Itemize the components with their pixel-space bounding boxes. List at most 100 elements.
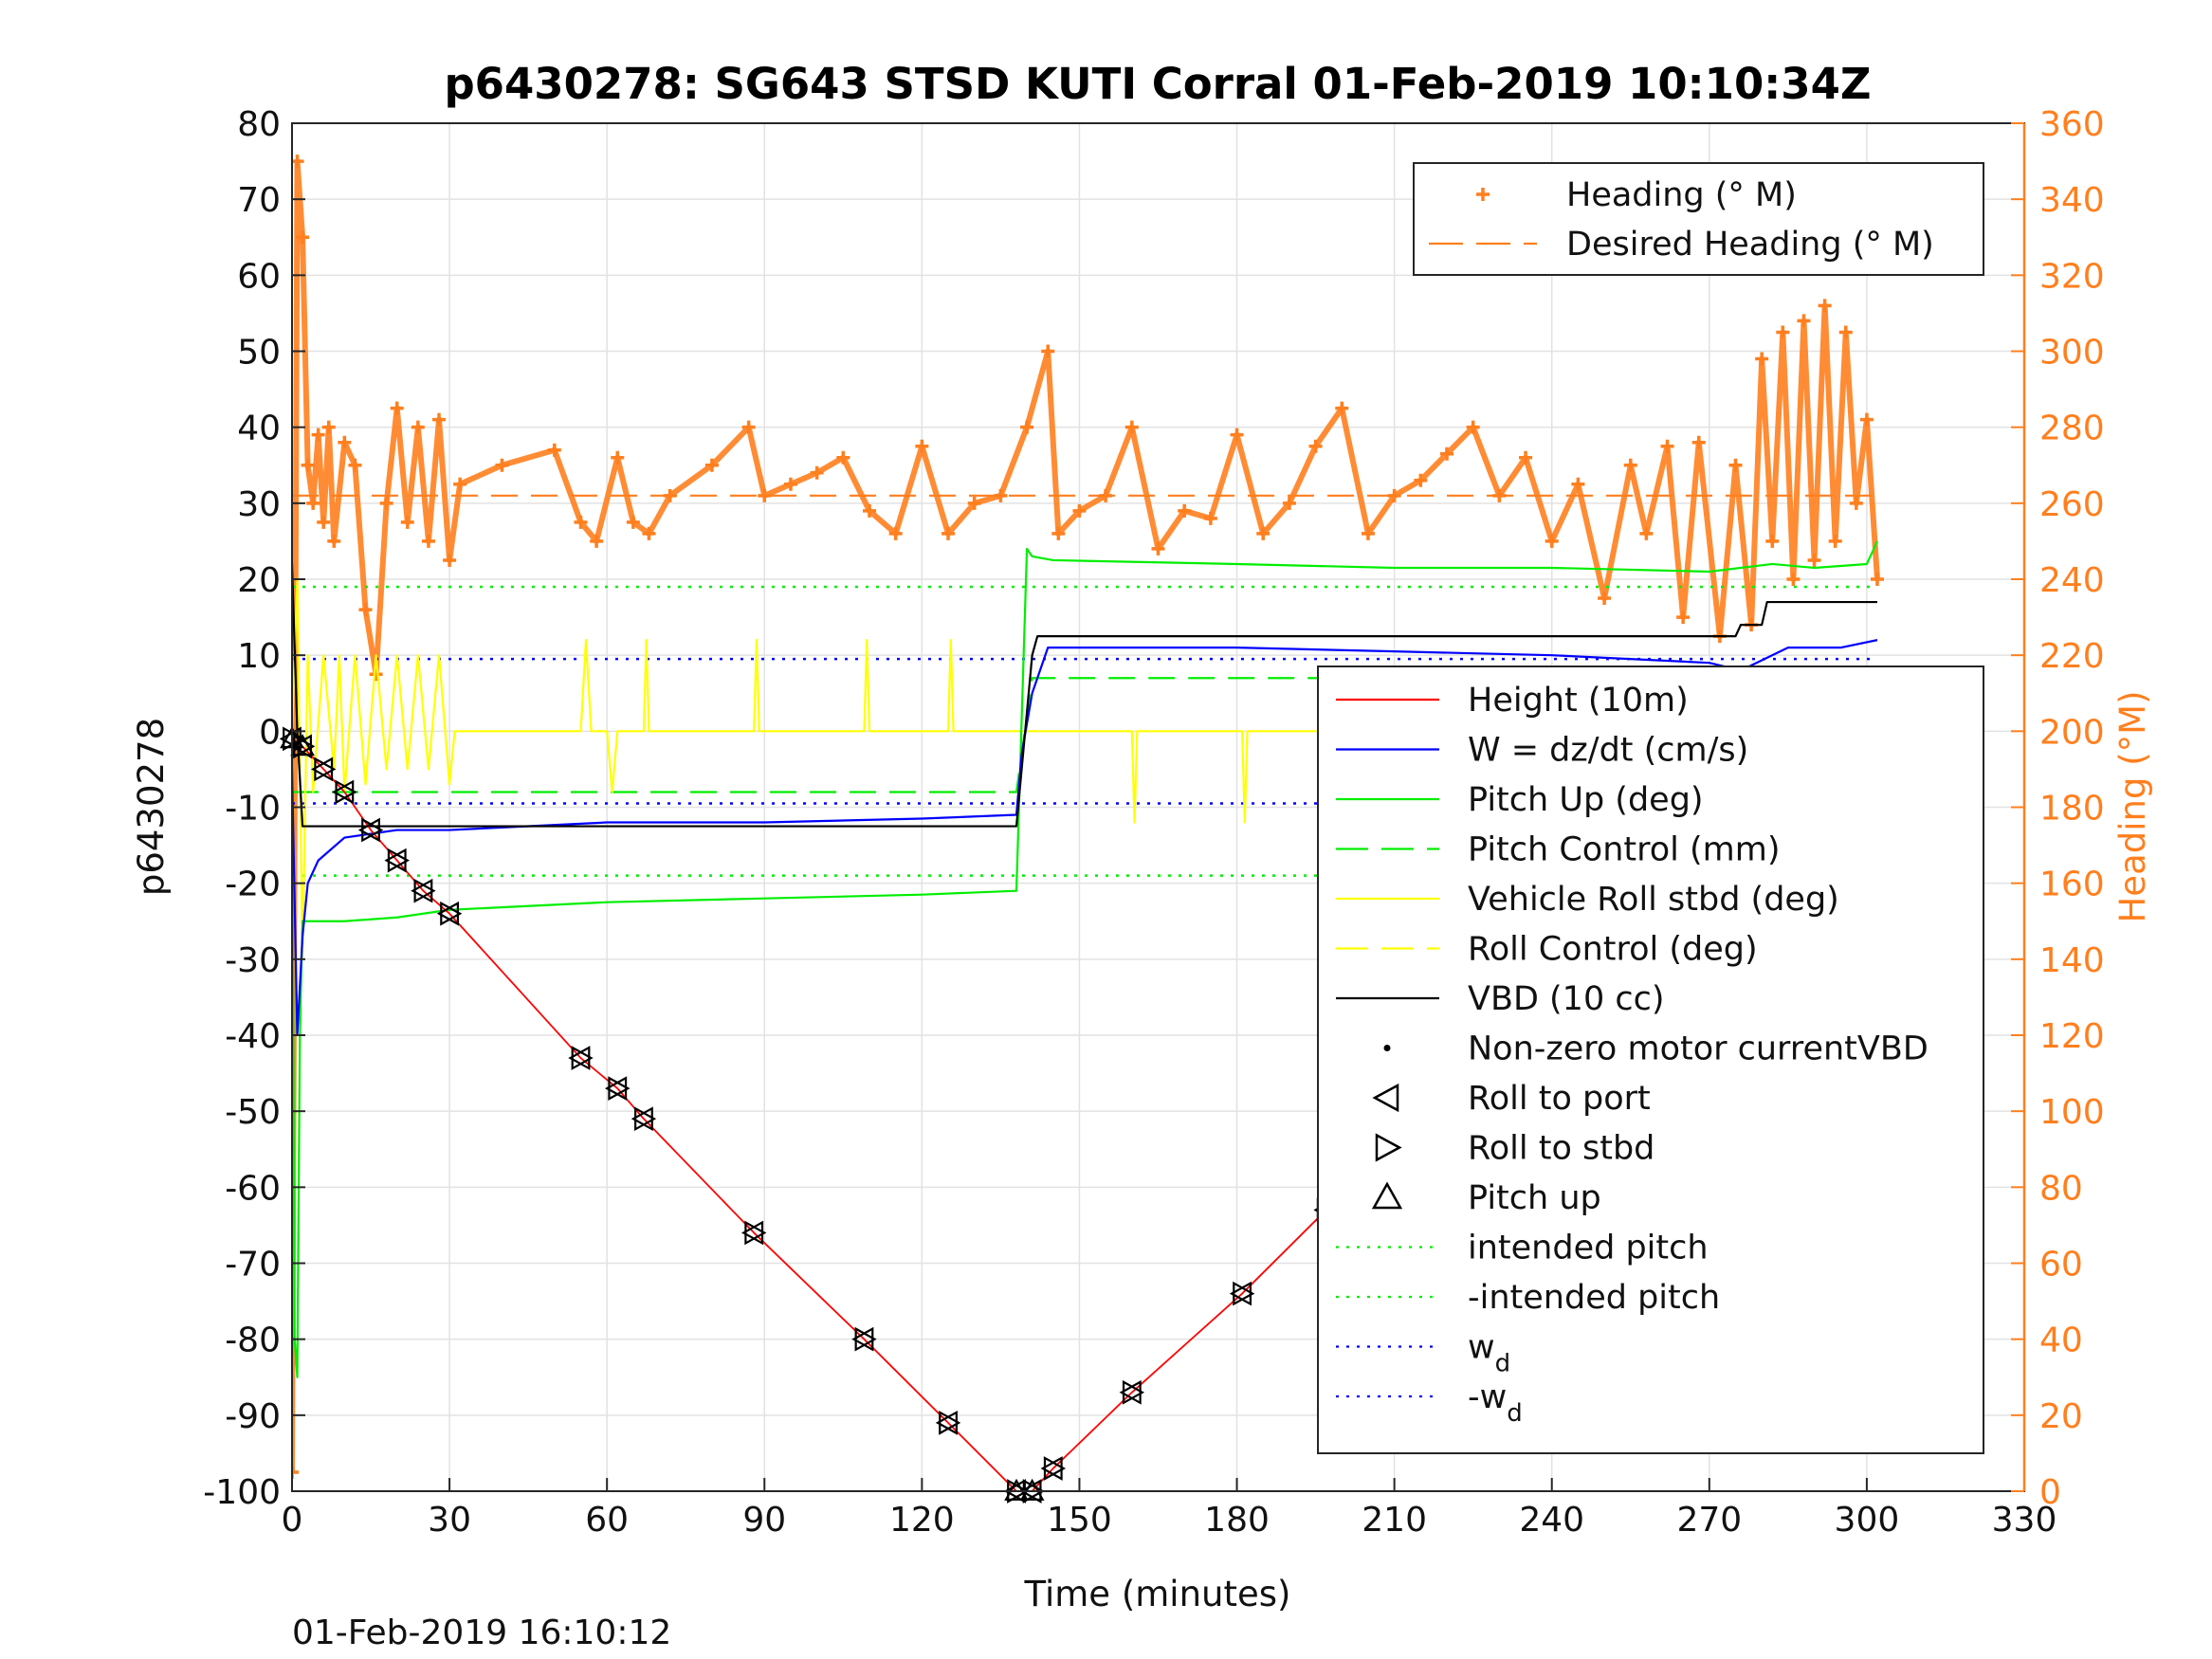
- heading-point: [321, 420, 336, 434]
- footer-timestamp: 01-Feb-2019 16:10:12: [292, 1613, 671, 1652]
- y-tick-label: 0: [259, 713, 281, 752]
- legend-label-text: Roll Control (deg): [1468, 931, 1758, 969]
- heading-point: [626, 515, 640, 529]
- legend-label: Vehicle Roll stbd (deg): [1468, 881, 1839, 919]
- roll-to-stbd-marker: [440, 901, 463, 926]
- y-tick-label: 50: [237, 334, 281, 373]
- heading-point: [642, 526, 656, 540]
- legend-label: VBD (10 cc): [1468, 980, 1665, 1018]
- x-tick-label: 210: [1362, 1501, 1427, 1540]
- y-tick-label: -100: [203, 1473, 281, 1512]
- legend-label: Pitch Control (mm): [1468, 831, 1780, 869]
- y-right-tick-label: 280: [2039, 410, 2105, 448]
- roll-to-stbd-marker: [1233, 1281, 1255, 1306]
- heading-point: [453, 477, 467, 491]
- heading-point: [1099, 488, 1113, 502]
- y-right-tick-label: 140: [2039, 941, 2105, 980]
- legend-label-subscript: d: [1495, 1350, 1511, 1378]
- y-right-tick-label: 340: [2039, 181, 2105, 220]
- y-right-tick-label: 0: [2039, 1473, 2061, 1512]
- heading-point: [327, 534, 341, 548]
- heading-point: [663, 488, 677, 502]
- legend-heading-label: Heading (° M): [1566, 176, 1797, 214]
- heading-point: [1020, 420, 1034, 434]
- heading-point: [888, 526, 903, 540]
- heading-point: [863, 503, 876, 518]
- heading-point: [915, 439, 929, 453]
- legend-label: Roll to port: [1468, 1080, 1651, 1118]
- legend-label: Pitch Up (deg): [1468, 781, 1704, 819]
- heading-point: [1676, 611, 1691, 625]
- legend-main: Height (10m) W = dz/dt (cm/s) Pitch Up (de…: [1317, 665, 1984, 1454]
- heading-point: [1786, 573, 1801, 586]
- x-tick-label: 300: [1835, 1501, 1900, 1540]
- heading-point: [1765, 534, 1780, 548]
- x-tick-label: 0: [282, 1501, 303, 1540]
- heading-point: [941, 526, 956, 540]
- heading-point: [590, 534, 604, 548]
- chart-title: p6430278: SG643 STSD KUTI Corral 01-Feb-…: [444, 59, 1871, 109]
- roll-to-stbd-marker: [854, 1326, 877, 1352]
- heading-point: [338, 435, 352, 449]
- heading-point: [758, 488, 772, 502]
- y-tick-label: -90: [225, 1397, 281, 1436]
- heading-point: [1691, 435, 1706, 449]
- y-tick-label: 70: [237, 181, 281, 220]
- legend-label: wd: [1468, 1329, 1510, 1378]
- heading-point: [369, 667, 383, 682]
- heading-point: [1178, 503, 1192, 518]
- heading-point: [348, 458, 362, 472]
- y-tick-label: 80: [237, 105, 281, 144]
- legend-label-text: Pitch Up (deg): [1468, 781, 1704, 819]
- y-axis-label: p6430278: [131, 718, 172, 896]
- heading-point: [1598, 592, 1612, 606]
- roll-to-stbd-marker: [413, 878, 436, 903]
- heading-point: [1051, 526, 1066, 540]
- legend-label-text: -intended pitch: [1468, 1279, 1720, 1317]
- roll-to-stbd-marker: [361, 817, 384, 843]
- heading-point: [1870, 573, 1884, 586]
- y-tick-label: -40: [225, 1017, 281, 1056]
- x-tick-label: 270: [1676, 1501, 1742, 1540]
- heading-point: [411, 420, 425, 434]
- y-tick-label: 10: [237, 637, 281, 676]
- y-right-tick-label: 180: [2039, 790, 2105, 829]
- legend-label: Roll Control (deg): [1468, 931, 1758, 969]
- roll-to-stbd-marker: [744, 1220, 767, 1246]
- series-w-dz-dt-cm-s: [292, 639, 1878, 1037]
- legend-heading-label: Desired Heading (° M): [1566, 226, 1934, 264]
- legend-label-text: Height (10m): [1468, 682, 1689, 720]
- heading-point: [741, 420, 756, 434]
- y-tick-label: -50: [225, 1093, 281, 1132]
- legend-symbol-dot: [1383, 1045, 1391, 1051]
- heading-point: [400, 515, 414, 529]
- roll-to-stbd-marker: [939, 1410, 961, 1435]
- heading-point: [704, 458, 719, 472]
- y-tick-label: -60: [225, 1169, 281, 1208]
- heading-point: [432, 412, 447, 427]
- roll-to-stbd-marker: [571, 1046, 594, 1070]
- heading-point: [1818, 299, 1832, 313]
- roll-to-stbd-marker: [1122, 1379, 1145, 1405]
- heading-point: [296, 230, 310, 245]
- heading-point: [1124, 420, 1139, 434]
- y-tick-label: -10: [225, 790, 281, 829]
- roll-to-stbd-marker: [387, 848, 410, 873]
- heading-point: [1859, 412, 1874, 427]
- legend-label-text: Pitch up: [1468, 1179, 1601, 1217]
- legend-label: Pitch up: [1468, 1179, 1601, 1217]
- legend-label: Roll to stbd: [1468, 1130, 1654, 1168]
- pitch-up-marker: [290, 734, 315, 757]
- heading-point: [311, 428, 325, 442]
- y-right-tick-label: 200: [2039, 713, 2105, 752]
- legend-label-text: Roll to stbd: [1468, 1130, 1654, 1168]
- legend-label-text: intended pitch: [1468, 1230, 1709, 1267]
- y-right-tick-label: 20: [2039, 1397, 2083, 1436]
- y-right-tick-label: 160: [2039, 866, 2105, 904]
- y-tick-label: 40: [237, 410, 281, 448]
- heading-point: [1072, 503, 1087, 518]
- legend-label-text: Non-zero motor currentVBD: [1468, 1030, 1929, 1068]
- heading-point: [1838, 325, 1853, 339]
- heading-point: [1308, 439, 1323, 453]
- pitch-up-marker: [1019, 1478, 1045, 1501]
